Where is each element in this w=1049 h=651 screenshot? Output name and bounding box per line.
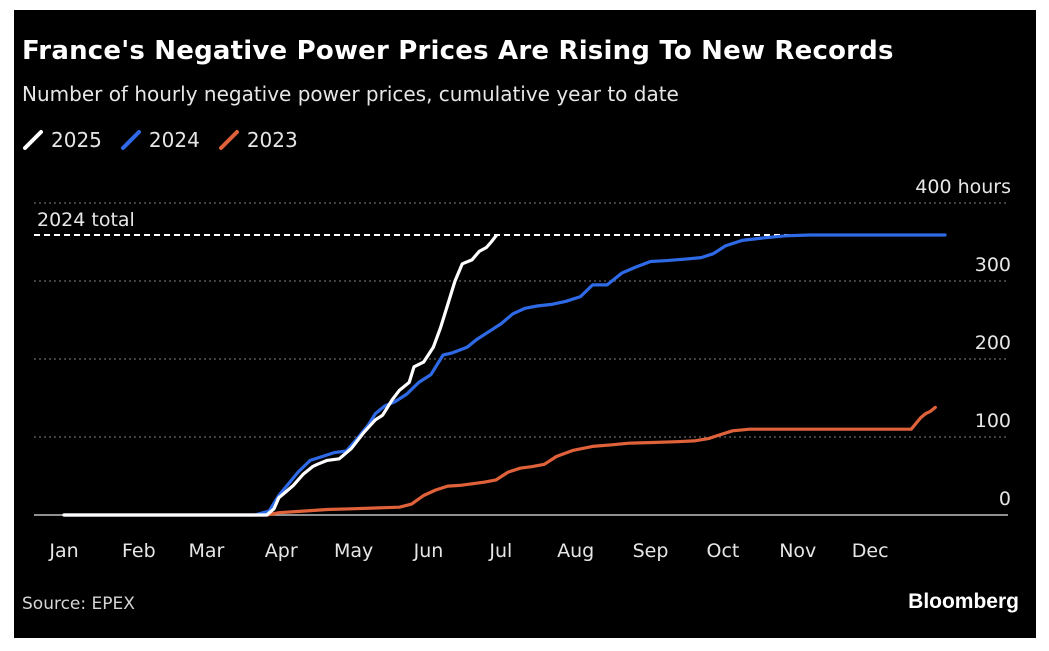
- legend-label-2024: 2024: [148, 128, 200, 152]
- legend-swatch-2025: [23, 130, 43, 150]
- legend-item-2024: 2024: [120, 128, 200, 152]
- x-tick-label-jul: Jul: [488, 540, 512, 562]
- x-tick-label-dec: Dec: [852, 540, 889, 562]
- x-tick-label-apr: Apr: [265, 540, 298, 562]
- y-tick-label-0: 0: [999, 488, 1011, 510]
- x-tick-label-jun: Jun: [413, 540, 444, 562]
- reference-line-label: 2024 total: [37, 209, 135, 231]
- y-tick-label-400-hours: 400 hours: [915, 176, 1011, 198]
- legend-item-2023: 2023: [218, 128, 298, 152]
- legend-swatch-2024: [120, 130, 141, 150]
- legend-item-2025: 2025: [22, 128, 102, 152]
- legend-label-2023: 2023: [246, 128, 298, 152]
- legend-swatch-2023-mark: [218, 130, 239, 150]
- x-tick-label-nov: Nov: [779, 540, 816, 562]
- series-line-2024: [62, 233, 947, 517]
- series-line-2023: [62, 405, 937, 517]
- legend: 2025 2024 2023: [22, 128, 316, 152]
- x-tick-label-oct: Oct: [707, 540, 740, 562]
- y-tick-label-200: 200: [975, 332, 1011, 354]
- series-line-2025: [62, 234, 498, 517]
- x-tick-label-jan: Jan: [48, 540, 78, 562]
- chart-subtitle: Number of hourly negative power prices, …: [22, 82, 679, 106]
- y-tick-label-300: 300: [975, 254, 1011, 276]
- chart-title: France's Negative Power Prices Are Risin…: [22, 36, 894, 66]
- x-tick-label-feb: Feb: [122, 540, 156, 562]
- chart-panel: [14, 10, 1036, 638]
- legend-swatch-2023: [218, 130, 239, 150]
- legend-label-2025: 2025: [51, 128, 102, 152]
- x-tick-label-mar: Mar: [188, 540, 224, 562]
- x-tick-label-aug: Aug: [557, 540, 594, 562]
- legend-swatch-2024-mark: [120, 130, 141, 150]
- y-tick-label-100: 100: [975, 410, 1011, 432]
- x-tick-label-may: May: [334, 540, 373, 562]
- legend-swatch-2025-mark: [23, 130, 43, 150]
- x-tick-label-sep: Sep: [633, 540, 669, 562]
- bloomberg-logo: Bloomberg: [908, 590, 1019, 613]
- source-note: Source: EPEX: [22, 594, 135, 614]
